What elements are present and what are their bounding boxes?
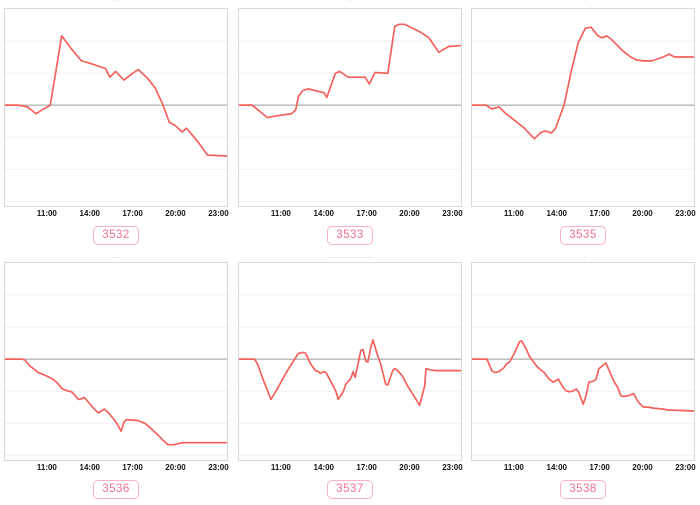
x-axis-ticks: 11:00 14:00 17:00 20:00 23:00: [4, 461, 229, 476]
chart-title-fragment: · ·: [581, 0, 586, 4]
chart-plot-area: [471, 8, 695, 207]
x-axis-ticks: 11:00 14:00 17:00 20:00 23:00: [471, 461, 696, 476]
chart-plot-area: [238, 8, 462, 207]
x-tick-label: 17:00: [122, 463, 143, 472]
x-tick-label: 11:00: [36, 209, 57, 218]
chart-cell-3537: ··· ·· ··· ·· ····· ··· ··· 11:00 14:00 17…: [238, 246, 463, 499]
x-axis-ticks: 11:00 14:00 17:00 20:00 23:00: [238, 207, 463, 222]
chart-cell-3538: · ·· 11:00 14:00 17:00 20:00 23:00 3538: [471, 246, 696, 499]
x-tick-label: 11:00: [270, 209, 291, 218]
x-tick-label: 23:00: [675, 209, 696, 218]
chart-title-fragment: · ·: [348, 0, 353, 4]
x-tick-label: 17:00: [356, 209, 377, 218]
chart-cell-3532: · · 11:00 14:00 17:00 20:00 23:00 3532: [4, 0, 229, 245]
x-tick-label: 20:00: [632, 463, 653, 472]
x-tick-label: 23:00: [442, 209, 463, 218]
x-tick-label: 20:00: [399, 463, 420, 472]
line-chart-svg: [239, 294, 461, 456]
x-tick-label: 11:00: [503, 209, 524, 218]
chart-title-fragment: · ··: [580, 255, 587, 261]
line-chart-svg: [5, 35, 227, 202]
chart-plot-area: [4, 262, 228, 461]
chart-plot-area: [4, 8, 228, 207]
x-tick-label: 17:00: [356, 463, 377, 472]
line-chart-svg: [472, 26, 694, 202]
chart-badge[interactable]: 3538: [560, 480, 606, 499]
x-tick-label: 17:00: [589, 209, 610, 218]
line-chart-svg: [239, 23, 461, 202]
badge-row: 3538: [471, 479, 695, 499]
line-chart-svg: [5, 294, 227, 456]
x-tick-label: 17:00: [589, 463, 610, 472]
badge-row: 3536: [4, 479, 228, 499]
x-tick-label: 11:00: [36, 463, 57, 472]
chart-plot-area: [471, 262, 695, 461]
chart-title-fragment: ··· ·· ··· ·· ····· ··· ···: [328, 255, 373, 261]
badge-row: 3533: [238, 225, 462, 245]
chart-badge[interactable]: 3535: [560, 226, 606, 245]
x-tick-label: 23:00: [675, 463, 696, 472]
x-axis-ticks: 11:00 14:00 17:00 20:00 23:00: [471, 207, 696, 222]
x-tick-label: 11:00: [503, 463, 524, 472]
chart-plot-area: [238, 262, 462, 461]
chart-badge[interactable]: 3533: [327, 226, 373, 245]
badge-row: 3535: [471, 225, 695, 245]
chart-cell-3536: ·· · 11:00 14:00 17:00 20:00 23:00 3536: [4, 246, 229, 499]
x-tick-label: 14:00: [546, 209, 567, 218]
x-tick-label: 14:00: [79, 463, 100, 472]
badge-row: 3532: [4, 225, 228, 245]
x-axis-ticks: 11:00 14:00 17:00 20:00 23:00: [238, 461, 463, 476]
x-tick-label: 14:00: [313, 463, 334, 472]
x-tick-label: 14:00: [79, 209, 100, 218]
x-axis-ticks: 11:00 14:00 17:00 20:00 23:00: [4, 207, 229, 222]
x-tick-label: 20:00: [165, 209, 186, 218]
x-tick-label: 14:00: [546, 463, 567, 472]
chart-title-fragment: · ·: [114, 0, 119, 4]
chart-badge[interactable]: 3537: [327, 480, 373, 499]
x-tick-label: 23:00: [208, 209, 229, 218]
x-tick-label: 17:00: [122, 209, 143, 218]
x-tick-label: 23:00: [442, 463, 463, 472]
chart-cell-3533: · · 11:00 14:00 17:00 20:00 23:00 3533: [238, 0, 463, 245]
chart-title-fragment: ·· ·: [113, 255, 120, 261]
chart-badge[interactable]: 3532: [93, 226, 139, 245]
chart-badge[interactable]: 3536: [93, 480, 139, 499]
x-tick-label: 23:00: [208, 463, 229, 472]
chart-cell-3535: · · 11:00 14:00 17:00 20:00 23:00 3535: [471, 0, 696, 245]
x-tick-label: 20:00: [632, 209, 653, 218]
x-tick-label: 14:00: [313, 209, 334, 218]
badge-row: 3537: [238, 479, 462, 499]
line-chart-svg: [472, 294, 694, 456]
x-tick-label: 20:00: [165, 463, 186, 472]
x-tick-label: 20:00: [399, 209, 420, 218]
x-tick-label: 11:00: [270, 463, 291, 472]
